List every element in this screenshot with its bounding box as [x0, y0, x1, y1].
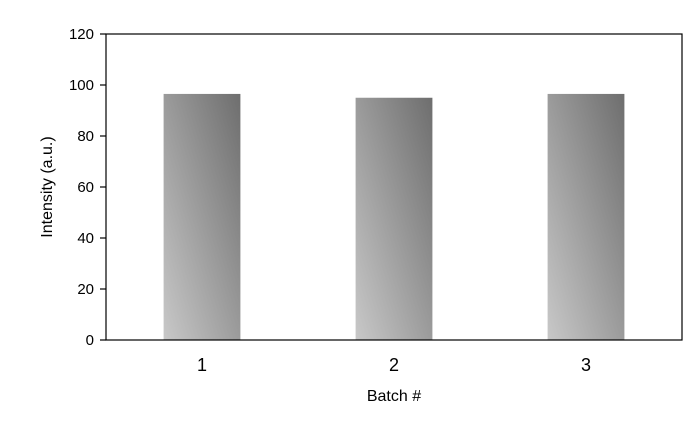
x-tick-label: 2	[389, 355, 399, 375]
y-axis: 0 20 40 60 80 100 120	[69, 26, 106, 349]
bar-batch-1	[163, 93, 241, 340]
y-tick-label: 20	[77, 281, 94, 298]
x-tick-label: 1	[197, 355, 207, 375]
x-tick-label: 3	[581, 355, 591, 375]
y-tick-label: 100	[69, 77, 94, 94]
y-tick-label: 60	[77, 179, 94, 196]
x-axis: 1 2 3	[197, 355, 591, 375]
bar-batch-3	[547, 93, 625, 340]
y-tick-label: 120	[69, 26, 94, 43]
y-tick-label: 80	[77, 128, 94, 145]
y-tick-label: 0	[86, 332, 94, 349]
bars-group	[163, 93, 625, 340]
bar-batch-2	[355, 97, 433, 340]
y-axis-title: Intensity (a.u.)	[39, 136, 56, 237]
x-axis-title: Batch #	[367, 388, 421, 405]
y-tick-label: 40	[77, 230, 94, 247]
